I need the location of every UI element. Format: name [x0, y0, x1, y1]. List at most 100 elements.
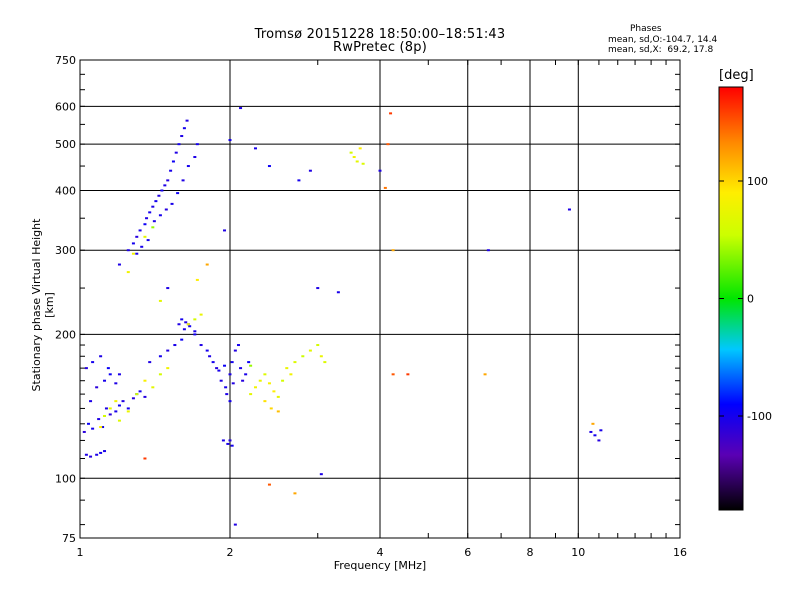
- data-point: [316, 344, 320, 347]
- data-point: [182, 127, 186, 130]
- data-point: [228, 400, 232, 403]
- data-point: [166, 367, 170, 370]
- y-tick-label: 75: [62, 532, 76, 545]
- data-point: [285, 367, 289, 370]
- data-point: [166, 179, 170, 182]
- x-tick-labels: 1 2 4 6 8 10 16: [77, 546, 688, 559]
- data-point: [140, 245, 144, 248]
- data-point: [84, 453, 88, 456]
- data-point: [126, 249, 130, 252]
- data-point: [253, 147, 257, 150]
- data-point: [143, 379, 147, 382]
- data-point: [567, 208, 571, 211]
- axis-ticks: [79, 59, 681, 538]
- x-tick-label: 16: [673, 546, 687, 559]
- data-point: [117, 404, 121, 407]
- data-point: [349, 151, 353, 154]
- data-point: [591, 422, 595, 425]
- data-point: [358, 147, 362, 150]
- data-point: [101, 426, 105, 429]
- colorbar-tick-label: 0: [747, 293, 754, 306]
- data-point: [164, 208, 168, 211]
- data-point: [186, 323, 190, 326]
- data-point: [135, 235, 139, 238]
- data-point: [126, 410, 130, 413]
- data-point: [293, 492, 297, 495]
- y-tick-label: 200: [55, 328, 76, 341]
- data-point: [378, 169, 382, 172]
- data-point: [352, 156, 356, 159]
- data-point: [249, 364, 253, 367]
- stats-o-mode: mean, sd,O:-104.7, 14.4: [608, 35, 718, 45]
- data-point: [89, 455, 93, 458]
- data-point: [106, 367, 110, 370]
- data-point: [97, 418, 101, 421]
- data-point: [597, 439, 601, 442]
- data-point: [297, 179, 301, 182]
- data-point: [158, 373, 162, 376]
- data-point: [152, 220, 156, 223]
- data-point: [121, 400, 125, 403]
- data-point: [126, 407, 130, 410]
- data-point: [158, 299, 162, 302]
- data-point: [301, 355, 305, 358]
- data-point: [146, 239, 150, 242]
- data-point: [99, 355, 103, 358]
- data-point: [185, 119, 189, 122]
- x-tick-label: 10: [571, 546, 585, 559]
- data-point: [173, 344, 177, 347]
- data-point: [599, 429, 603, 432]
- data-point: [258, 379, 262, 382]
- data-point: [336, 291, 340, 294]
- data-point: [193, 333, 197, 336]
- data-point: [108, 413, 112, 416]
- data-point: [82, 430, 86, 433]
- data-point: [184, 321, 188, 324]
- data-point: [131, 397, 135, 400]
- data-point: [225, 393, 229, 396]
- x-tick-label: 8: [527, 546, 534, 559]
- data-point: [158, 214, 162, 217]
- stats-header: Phases: [630, 24, 662, 34]
- data-point: [117, 373, 121, 376]
- y-tick-labels: 75 100 200 300 400 500 600 750: [55, 54, 76, 545]
- data-point: [193, 330, 197, 333]
- data-point: [316, 287, 320, 290]
- data-point: [483, 373, 487, 376]
- data-point: [114, 410, 118, 413]
- data-point: [166, 349, 170, 352]
- data-point: [269, 407, 273, 410]
- data-point: [281, 379, 285, 382]
- data-point: [108, 373, 112, 376]
- colorbar-ticks: 100 0 -100: [719, 175, 772, 423]
- data-point: [383, 186, 387, 189]
- data-point: [99, 451, 103, 454]
- data-point: [177, 143, 181, 146]
- data-point: [219, 379, 223, 382]
- data-point: [151, 226, 155, 229]
- data-point: [199, 344, 203, 347]
- data-point: [205, 349, 209, 352]
- data-point: [154, 200, 158, 203]
- data-point: [241, 379, 245, 382]
- data-point: [177, 323, 181, 326]
- data-point: [103, 414, 107, 417]
- data-point: [249, 393, 253, 396]
- data-point: [104, 407, 108, 410]
- data-point: [217, 369, 221, 372]
- y-tick-label: 500: [55, 138, 76, 151]
- data-point: [160, 189, 164, 192]
- y-tick-label: 600: [55, 100, 76, 113]
- data-point: [391, 373, 395, 376]
- data-point: [135, 252, 139, 255]
- data-point: [151, 205, 155, 208]
- data-point: [593, 434, 597, 437]
- data-point: [151, 386, 155, 389]
- data-point: [170, 202, 174, 205]
- data-point: [91, 361, 95, 364]
- data-point: [236, 344, 240, 347]
- chart-title: Tromsø 20151228 18:50:00–18:51:43: [254, 27, 506, 42]
- data-point: [131, 252, 135, 255]
- data-point: [199, 313, 203, 316]
